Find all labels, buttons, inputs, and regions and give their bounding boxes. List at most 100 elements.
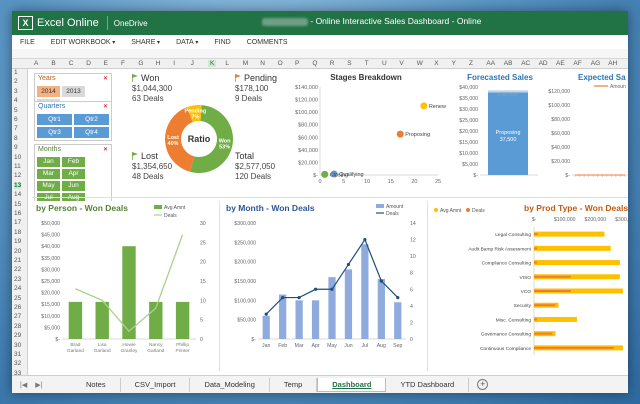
tab-notes[interactable]: Notes (72, 377, 121, 392)
row-header-12[interactable]: 12 (14, 172, 22, 180)
clear-filter-icon[interactable]: ✕ (102, 147, 108, 153)
row-header-19[interactable]: 19 (14, 238, 22, 246)
column-header-AD[interactable]: AD (538, 60, 548, 67)
menu-comments[interactable]: COMMENTS (247, 39, 288, 46)
ratio-donut-chart[interactable]: Won 53% Lost 40% Pending 7% Ratio (164, 99, 234, 179)
by-person-panel[interactable]: by Person - Won Deals Avg Amnt Deals $50,00… (32, 201, 218, 371)
row-header-32[interactable]: 32 (14, 360, 22, 368)
column-header-AE[interactable]: AE (556, 60, 565, 67)
row-header-4[interactable]: 4 (14, 97, 18, 105)
column-header-G[interactable]: G (138, 60, 144, 67)
month-option-jun[interactable]: Jun (62, 181, 85, 191)
column-header-L[interactable]: L (225, 60, 230, 67)
column-header-S[interactable]: S (347, 60, 352, 67)
row-header-1[interactable]: 1 (14, 69, 18, 76)
column-header-Y[interactable]: Y (451, 60, 456, 67)
column-header-M[interactable]: M (242, 60, 249, 67)
row-header-33[interactable]: 33 (14, 369, 22, 377)
row-header-21[interactable]: 21 (14, 257, 22, 264)
add-sheet-button[interactable]: + (477, 379, 489, 390)
tab-dashboard[interactable]: Dashboard (317, 377, 387, 392)
menu-file[interactable]: FILE (20, 39, 35, 46)
row-header-29[interactable]: 29 (14, 332, 22, 340)
onedrive-link[interactable]: OneDrive (113, 18, 148, 28)
row-header-26[interactable]: 26 (14, 304, 22, 311)
stages-breakdown-panel[interactable]: Stages Breakdown $140,000 $120,000 $100,000… (286, 71, 450, 189)
column-header-D[interactable]: D (86, 60, 91, 67)
row-header-6[interactable]: 6 (14, 116, 18, 123)
column-header-AC[interactable]: AC (521, 60, 531, 67)
column-header-R[interactable]: R (329, 60, 335, 67)
row-header-30[interactable]: 30 (14, 341, 22, 349)
row-header-16[interactable]: 16 (14, 210, 22, 217)
row-header-9[interactable]: 9 (14, 144, 18, 152)
column-header-C[interactable]: C (68, 60, 74, 67)
row-header-27[interactable]: 27 (14, 313, 22, 321)
row-header-24[interactable]: 24 (14, 285, 22, 293)
month-option-apr[interactable]: Apr (62, 169, 85, 179)
forecasted-sales-panel[interactable]: Forecasted Sales $40,000 $35,000 $30,000 $25… (450, 71, 540, 189)
row-header-31[interactable]: 31 (14, 351, 22, 358)
menu-edit-workbook[interactable]: EDIT WORKBOOK ▾ (51, 39, 115, 46)
tab-ytd-dashboard[interactable]: YTD Dashboard (386, 377, 470, 392)
formula-bar[interactable] (12, 49, 628, 59)
tab-csv-import[interactable]: CSV_Import (121, 377, 191, 392)
column-header-A[interactable]: A (34, 60, 39, 67)
column-header-AH[interactable]: AH (608, 60, 618, 67)
menu-share[interactable]: SHARE ▾ (131, 39, 160, 46)
column-header-J[interactable]: J (190, 60, 194, 67)
column-header-O[interactable]: O (277, 60, 283, 67)
column-header-B[interactable]: B (51, 60, 56, 67)
column-header-AG[interactable]: AG (590, 60, 601, 67)
column-header-E[interactable]: E (103, 60, 108, 67)
tab-data-modeling[interactable]: Data_Modeling (190, 377, 270, 392)
quarter-option-qtr4[interactable]: Qtr4 (74, 127, 109, 138)
column-header-AA[interactable]: AA (486, 60, 496, 67)
year-option-2014[interactable]: 2014 (37, 86, 60, 97)
column-header-AF[interactable]: AF (573, 60, 582, 67)
row-header-22[interactable]: 22 (14, 266, 22, 274)
row-header-11[interactable]: 11 (14, 163, 21, 170)
column-header-I[interactable]: I (173, 60, 175, 67)
row-header-14[interactable]: 14 (14, 191, 22, 199)
quarter-option-qtr3[interactable]: Qtr3 (37, 127, 72, 138)
row-header-23[interactable]: 23 (14, 275, 22, 283)
menu-find[interactable]: FIND (214, 39, 230, 46)
clear-filter-icon[interactable]: ✕ (102, 104, 108, 110)
column-header-W[interactable]: W (416, 60, 423, 67)
month-option-mar[interactable]: Mar (37, 169, 60, 179)
row-header-28[interactable]: 28 (14, 322, 22, 330)
excel-logo-icon[interactable]: X (18, 16, 33, 30)
column-header-T[interactable]: T (364, 60, 369, 67)
menu-data[interactable]: DATA ▾ (176, 39, 198, 46)
column-header-F[interactable]: F (121, 60, 125, 67)
column-header-N[interactable]: N (260, 60, 265, 67)
column-header-Z[interactable]: Z (469, 60, 473, 67)
by-prod-type-panel[interactable]: by Prod Type - Won Deals Avg Amnt Deals $- $… (430, 201, 628, 371)
row-header-3[interactable]: 3 (14, 87, 18, 95)
row-header-5[interactable]: 5 (14, 106, 18, 114)
row-header-15[interactable]: 15 (14, 200, 22, 208)
last-sheet-icon[interactable]: ▶| (35, 381, 43, 389)
month-option-feb[interactable]: Feb (62, 157, 85, 167)
row-header-20[interactable]: 20 (14, 247, 22, 255)
clear-filter-icon[interactable]: ✕ (102, 76, 108, 82)
column-header-H[interactable]: H (155, 60, 161, 67)
column-header-V[interactable]: V (399, 60, 404, 67)
year-option-2013[interactable]: 2013 (62, 86, 85, 97)
column-header-AB[interactable]: AB (503, 60, 513, 67)
column-header-K[interactable]: K (208, 60, 217, 67)
column-header-P[interactable]: P (295, 60, 300, 67)
expected-sales-panel[interactable]: Expected Sa Amoun $120,000 $100,000 $80,000 $… (544, 71, 628, 189)
quarter-option-qtr1[interactable]: Qtr1 (37, 114, 72, 125)
row-header-18[interactable]: 18 (14, 228, 22, 236)
month-option-may[interactable]: May (37, 181, 60, 191)
row-header-13[interactable]: 13 (14, 181, 22, 189)
first-sheet-icon[interactable]: |◀ (20, 381, 28, 389)
column-header-Q[interactable]: Q (312, 60, 318, 67)
column-header-U[interactable]: U (382, 60, 387, 67)
row-header-10[interactable]: 10 (14, 153, 22, 161)
row-header-2[interactable]: 2 (14, 78, 18, 86)
quarter-option-qtr2[interactable]: Qtr2 (74, 114, 109, 125)
row-header-7[interactable]: 7 (14, 125, 18, 133)
